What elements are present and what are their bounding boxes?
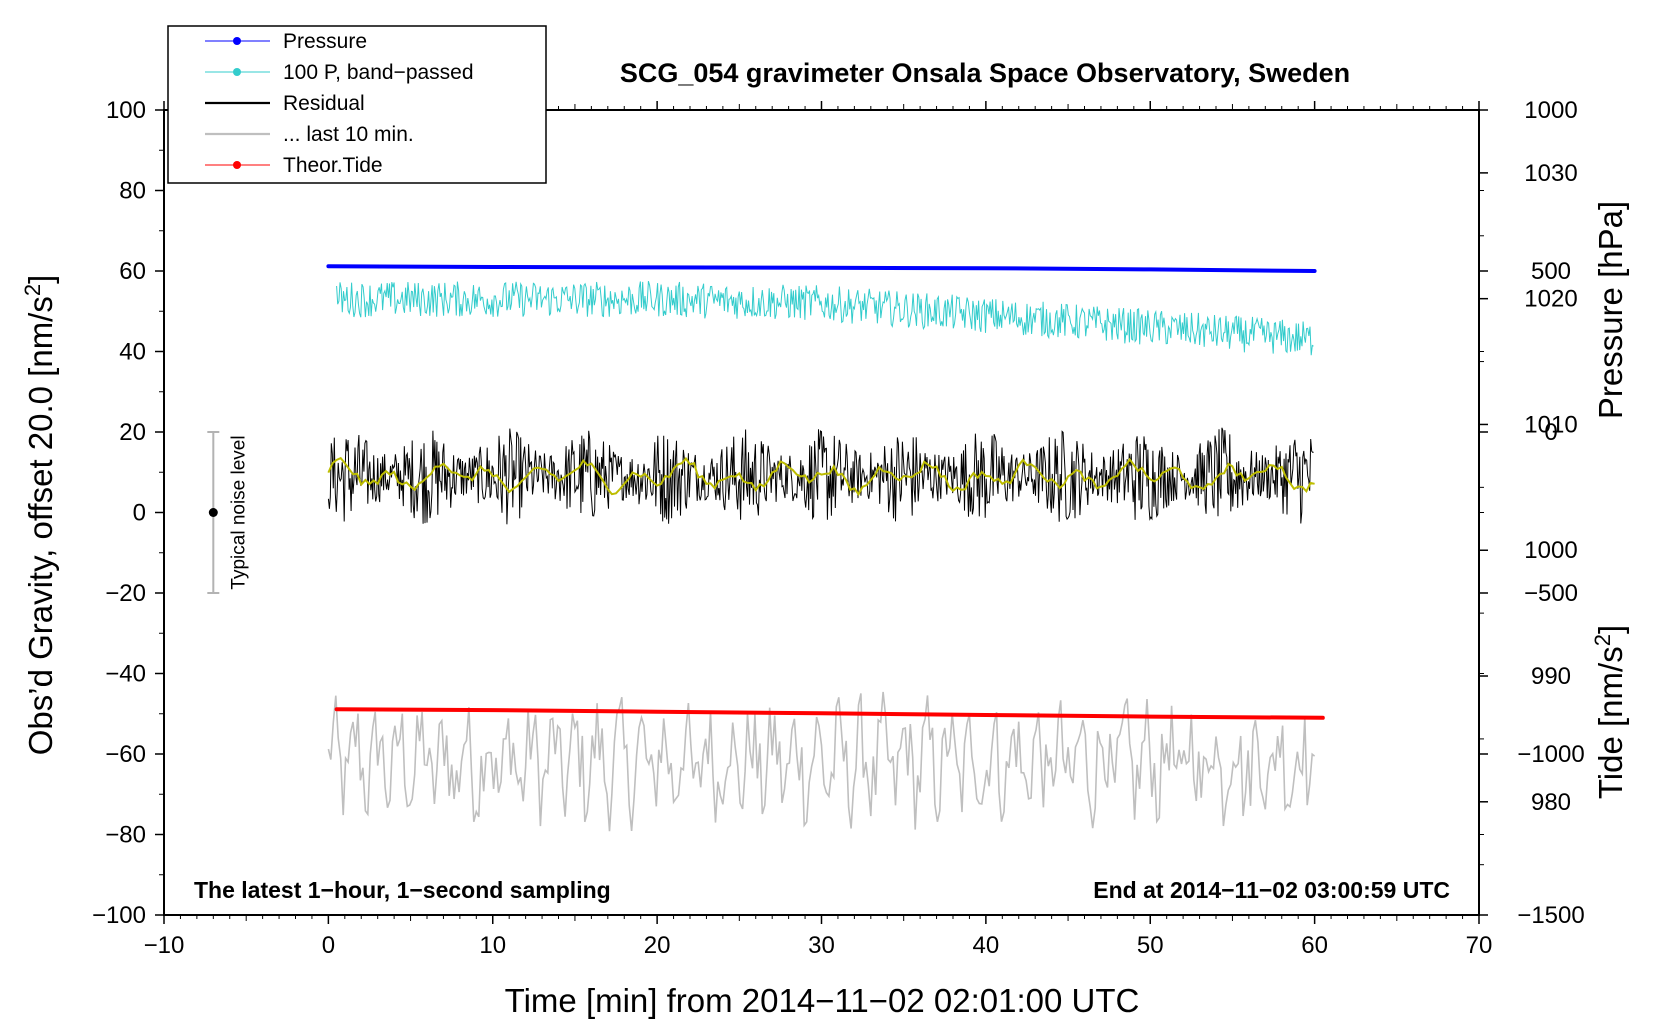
y-axis-tide-title: Tide [nm/s2] xyxy=(1590,625,1629,799)
y-left-tick-label: 40 xyxy=(119,339,146,366)
legend-box xyxy=(167,25,547,184)
legend-label: ... last 10 min. xyxy=(283,123,414,146)
legend: Pressure 100 P, band−passed Residual ... la… xyxy=(167,25,547,184)
y-axis-tide-title-sup: 2 xyxy=(1590,634,1615,646)
x-tick-label: 50 xyxy=(1137,932,1164,959)
y-tide-tick-label: 0 xyxy=(1544,419,1557,446)
plot-frame xyxy=(163,109,1480,916)
y-axis-tide-title-main: Tide [nm/s xyxy=(1592,646,1629,799)
x-tick-label: 70 xyxy=(1466,932,1493,959)
residual-smoothed-series-line xyxy=(327,456,1315,497)
x-tick-label: 20 xyxy=(644,932,671,959)
series-layer xyxy=(326,264,1325,832)
y-pressure-tick-label: 1020 xyxy=(1524,286,1577,313)
x-axis-title: Time [min] from 2014−11−02 02:01:00 UTC xyxy=(505,982,1140,1019)
y-pressure-tick-label: 1000 xyxy=(1524,537,1577,564)
tick-layer: −10 0 10 20 30 40 50 60 70−100−80−60−40−20020406… xyxy=(92,97,1585,959)
y-left-tick-label: 100 xyxy=(106,97,146,124)
x-tick-label: 0 xyxy=(322,932,335,959)
legend-label: Theor.Tide xyxy=(283,154,383,177)
band-passed-pressure-series-line xyxy=(336,281,1314,356)
y-axis-left-title-close: ] xyxy=(22,275,59,284)
y-axis-left-title-sup: 2 xyxy=(20,284,45,296)
legend-label: Residual xyxy=(283,92,365,115)
y-axis-left-title-main: Obs’d Gravity, offset 20.0 [nm/s xyxy=(22,296,59,755)
x-tick-label: 10 xyxy=(479,932,506,959)
footer-left-note: The latest 1−hour, 1−second sampling xyxy=(194,877,611,903)
y-pressure-tick-label: 980 xyxy=(1531,789,1571,816)
noise-bar-center-dot xyxy=(208,508,218,517)
y-tide-tick-label: 1000 xyxy=(1524,97,1577,124)
x-tick-label: 40 xyxy=(973,932,1000,959)
y-axis-pressure-title: Pressure [hPa] xyxy=(1592,201,1629,419)
chart-title: SCG_054 gravimeter Onsala Space Observat… xyxy=(620,58,1350,88)
y-tide-tick-label: −500 xyxy=(1524,580,1578,607)
y-tide-tick-label: 500 xyxy=(1531,258,1571,285)
y-left-tick-label: 60 xyxy=(119,258,146,285)
y-axis-left-title: Obs’d Gravity, offset 20.0 [nm/s2] xyxy=(20,275,59,756)
y-pressure-tick-label: 1010 xyxy=(1524,411,1577,438)
y-left-tick-label: 0 xyxy=(133,500,146,527)
pressure-series-line xyxy=(326,264,1317,273)
y-tide-tick-label: −1000 xyxy=(1517,741,1584,768)
x-tick-label: 30 xyxy=(808,932,835,959)
y-left-tick-label: 80 xyxy=(119,178,146,205)
legend-swatch-marker xyxy=(233,68,241,76)
residual-series-line xyxy=(327,427,1314,525)
y-pressure-tick-label: 1030 xyxy=(1524,160,1577,187)
y-axis-tide-title-close: ] xyxy=(1592,625,1629,634)
legend-swatch-marker xyxy=(233,161,241,169)
legend-label: Pressure xyxy=(283,30,367,53)
noise-indicator: Typical noise level xyxy=(207,431,249,594)
y-pressure-tick-label: 990 xyxy=(1531,663,1571,690)
x-tick-label: 60 xyxy=(1301,932,1328,959)
x-tick-label: −10 xyxy=(144,932,185,959)
last-10-min-series-line xyxy=(327,691,1316,832)
legend-swatch-marker xyxy=(233,37,241,45)
y-left-tick-label: −40 xyxy=(105,661,146,688)
theoretical-tide-series-line xyxy=(334,707,1325,720)
y-left-tick-label: −80 xyxy=(105,822,146,849)
y-left-tick-label: −100 xyxy=(92,902,146,929)
legend-label: 100 P, band−passed xyxy=(283,61,474,84)
y-tide-tick-label: −1500 xyxy=(1517,902,1584,929)
y-left-tick-label: −60 xyxy=(105,741,146,768)
y-left-tick-label: −20 xyxy=(105,580,146,607)
noise-level-label: Typical noise level xyxy=(228,435,249,589)
y-left-tick-label: 20 xyxy=(119,419,146,446)
footer-right-note: End at 2014−11−02 03:00:59 UTC xyxy=(1093,877,1450,903)
